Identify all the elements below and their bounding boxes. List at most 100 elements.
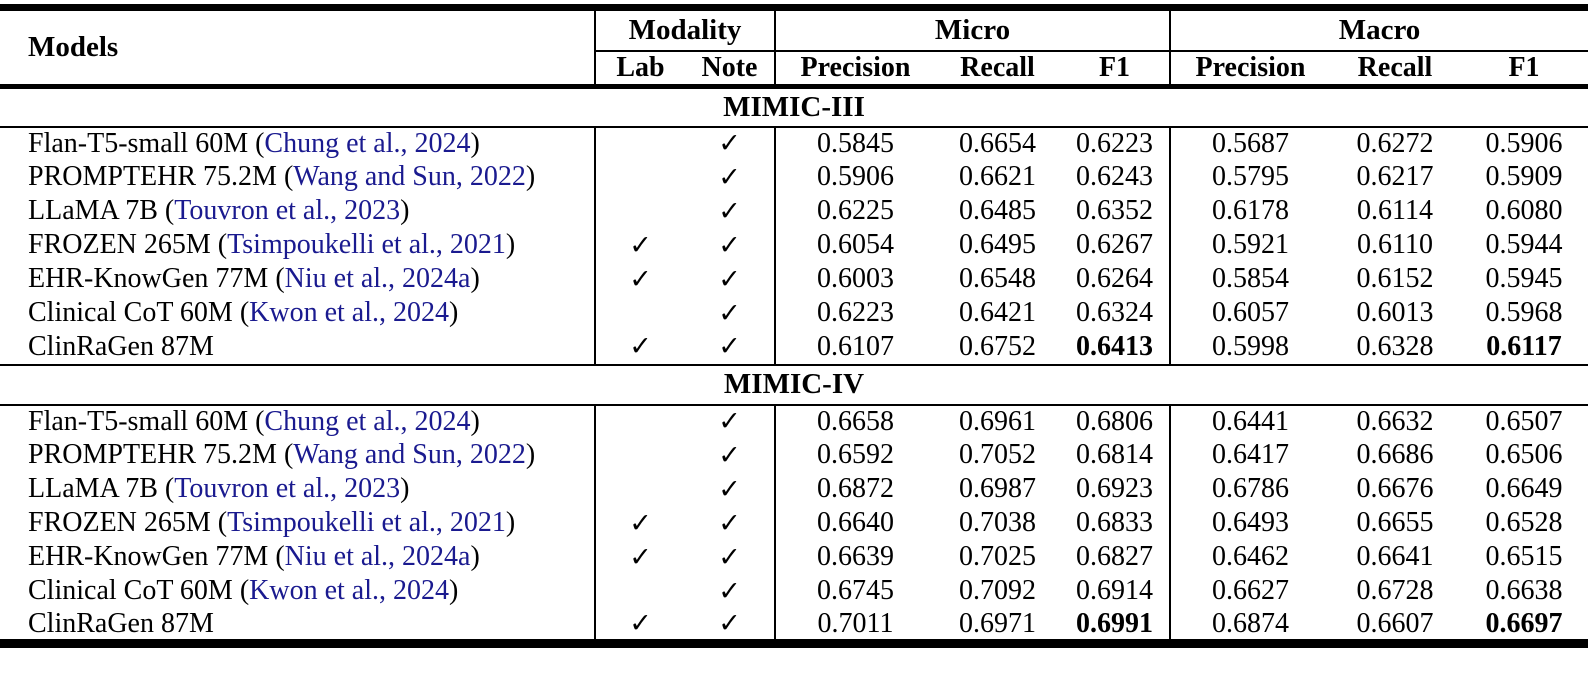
- macro-precision-value: 0.6057: [1212, 297, 1289, 329]
- lab-empty-cell: [595, 575, 685, 609]
- lab-checkmark: ✓: [629, 507, 652, 538]
- column-header-note: Note: [685, 50, 776, 89]
- column-group-modality: Modality: [595, 7, 776, 52]
- dataset-title: MIMIC-III: [0, 85, 1588, 128]
- citation-link[interactable]: Tsimpoukelli et al., 2021: [227, 229, 506, 261]
- micro-precision-value: 0.6658: [817, 405, 894, 437]
- macro-recall-value: 0.6328: [1356, 330, 1434, 362]
- citation-link[interactable]: Wang and Sun, 2022: [293, 439, 526, 471]
- citation-link[interactable]: Niu et al., 2024a: [284, 263, 471, 295]
- macro-f1-value: 0.6506: [1485, 439, 1563, 471]
- micro-recall-value: 0.6485: [959, 195, 1036, 227]
- note-checkmark: ✓: [685, 540, 776, 575]
- citation-link[interactable]: Chung et al., 2024: [264, 127, 471, 159]
- model-name: EHR-KnowGen 77M: [28, 541, 269, 573]
- citation-link[interactable]: Wang and Sun, 2022: [293, 161, 526, 193]
- macro-f1-value: 0.5968: [1485, 297, 1563, 329]
- macro-f1-value: 0.5909: [1485, 161, 1563, 193]
- macro-recall-value: 0.6655: [1356, 507, 1434, 539]
- micro-f1-value: 0.6267: [1060, 228, 1171, 263]
- lab-checkmark: ✓: [629, 608, 652, 639]
- macro-recall-value: 0.6272: [1356, 127, 1434, 159]
- citation-link[interactable]: Niu et al., 2024a: [284, 541, 471, 573]
- column-header-models: Models: [0, 7, 596, 89]
- micro-f1-value: 0.6827: [1060, 540, 1171, 575]
- table-body: MIMIC-III Flan-T5-small 60M (Chung et al.…: [0, 85, 1588, 644]
- model-name-cell: Flan-T5-small 60M (Chung et al., 2024): [0, 404, 596, 439]
- citation-link[interactable]: Chung et al., 2024: [264, 405, 471, 437]
- dataset-section-row: MIMIC-III: [0, 85, 1588, 128]
- citation-link[interactable]: Touvron et al., 2023: [174, 473, 401, 505]
- micro-recall-value: 0.6654: [959, 127, 1036, 159]
- model-name: FROZEN 265M: [28, 229, 211, 261]
- lab-empty-cell: [595, 473, 685, 507]
- macro-precision-value: 0.5921: [1212, 229, 1289, 261]
- micro-f1-value: 0.6324: [1060, 296, 1171, 331]
- model-name: Clinical CoT 60M: [28, 297, 233, 329]
- dataset-section-row: MIMIC-IV: [0, 363, 1588, 406]
- model-row: LLaMA 7B (Touvron et al., 2023) ✓ 0.6872 0.…: [0, 472, 1588, 507]
- model-name-cell: PROMPTEHR 75.2M (Wang and Sun, 2022): [0, 160, 596, 195]
- macro-f1-value: 0.6697: [1485, 607, 1563, 639]
- model-name-cell: LLaMA 7B (Touvron et al., 2023): [0, 472, 596, 507]
- model-name-cell: ClinRaGen 87M: [0, 607, 596, 644]
- micro-precision-value: 0.6640: [817, 507, 894, 539]
- lab-checkmark: ✓: [629, 263, 652, 294]
- lab-empty-cell: [595, 161, 685, 195]
- micro-precision-value: 0.5906: [817, 161, 894, 193]
- citation-link[interactable]: Tsimpoukelli et al., 2021: [227, 507, 506, 539]
- macro-f1-value: 0.6117: [1486, 330, 1562, 362]
- micro-precision-value: 0.5845: [817, 127, 894, 159]
- micro-recall-value: 0.7052: [959, 439, 1036, 471]
- column-group-macro: Macro: [1170, 7, 1588, 52]
- micro-recall-value: 0.6752: [959, 330, 1036, 362]
- macro-precision-value: 0.6874: [1212, 607, 1289, 639]
- model-row: LLaMA 7B (Touvron et al., 2023) ✓ 0.6225 0.…: [0, 194, 1588, 229]
- lab-empty-cell: [595, 439, 685, 473]
- model-name: LLaMA 7B: [28, 473, 158, 505]
- citation-link[interactable]: Touvron et al., 2023: [174, 195, 401, 227]
- micro-recall-value: 0.6961: [959, 405, 1036, 437]
- micro-recall-value: 0.6421: [959, 297, 1036, 329]
- micro-recall-value: 0.6971: [959, 607, 1036, 639]
- dataset-title: MIMIC-IV: [0, 363, 1588, 406]
- model-row: EHR-KnowGen 77M (Niu et al., 2024a) ✓ ✓ 0.6…: [0, 262, 1588, 297]
- group-header-row: Models Modality Micro Macro: [0, 7, 1588, 89]
- macro-precision-value: 0.5795: [1212, 161, 1289, 193]
- macro-precision-value: 0.5998: [1212, 330, 1289, 362]
- micro-f1-value: 0.6223: [1060, 126, 1171, 161]
- macro-f1-value: 0.6528: [1485, 507, 1563, 539]
- micro-precision-value: 0.6872: [817, 473, 894, 505]
- model-row: Flan-T5-small 60M (Chung et al., 2024) ✓ 0…: [0, 126, 1588, 161]
- micro-recall-value: 0.6987: [959, 473, 1036, 505]
- citation-link[interactable]: Kwon et al., 2024: [249, 297, 450, 329]
- macro-precision-value: 0.6627: [1212, 575, 1289, 607]
- micro-precision-value: 0.7011: [817, 607, 894, 639]
- lab-checkmark: ✓: [629, 331, 652, 362]
- micro-precision-value: 0.6639: [817, 541, 894, 573]
- macro-recall-value: 0.6728: [1356, 575, 1434, 607]
- note-checkmark: ✓: [685, 160, 776, 195]
- model-name: Flan-T5-small 60M: [28, 405, 249, 437]
- citation-link[interactable]: Kwon et al., 2024: [249, 575, 450, 607]
- model-name: PROMPTEHR 75.2M: [28, 161, 277, 193]
- macro-recall-value: 0.6217: [1356, 161, 1434, 193]
- model-row: FROZEN 265M (Tsimpoukelli et al., 2021) ✓…: [0, 506, 1588, 541]
- macro-precision-value: 0.6441: [1212, 405, 1289, 437]
- macro-precision-value: 0.6786: [1212, 473, 1289, 505]
- micro-recall-value: 0.7038: [959, 507, 1036, 539]
- micro-f1-value: 0.6264: [1060, 262, 1171, 297]
- micro-recall-value: 0.6621: [959, 161, 1036, 193]
- micro-precision-value: 0.6107: [817, 330, 894, 362]
- model-name: ClinRaGen 87M: [28, 607, 214, 639]
- micro-precision-value: 0.6592: [817, 439, 894, 471]
- lab-empty-cell: [595, 405, 685, 439]
- model-row: PROMPTEHR 75.2M (Wang and Sun, 2022) ✓ 0.6…: [0, 438, 1588, 473]
- model-name: ClinRaGen 87M: [28, 330, 214, 362]
- macro-f1-value: 0.6649: [1485, 473, 1563, 505]
- macro-f1-value: 0.6515: [1485, 541, 1563, 573]
- model-name-cell: Flan-T5-small 60M (Chung et al., 2024): [0, 126, 596, 161]
- model-name-cell: PROMPTEHR 75.2M (Wang and Sun, 2022): [0, 438, 596, 473]
- micro-recall-value: 0.7092: [959, 575, 1036, 607]
- model-row: EHR-KnowGen 77M (Niu et al., 2024a) ✓ ✓ 0.6…: [0, 540, 1588, 575]
